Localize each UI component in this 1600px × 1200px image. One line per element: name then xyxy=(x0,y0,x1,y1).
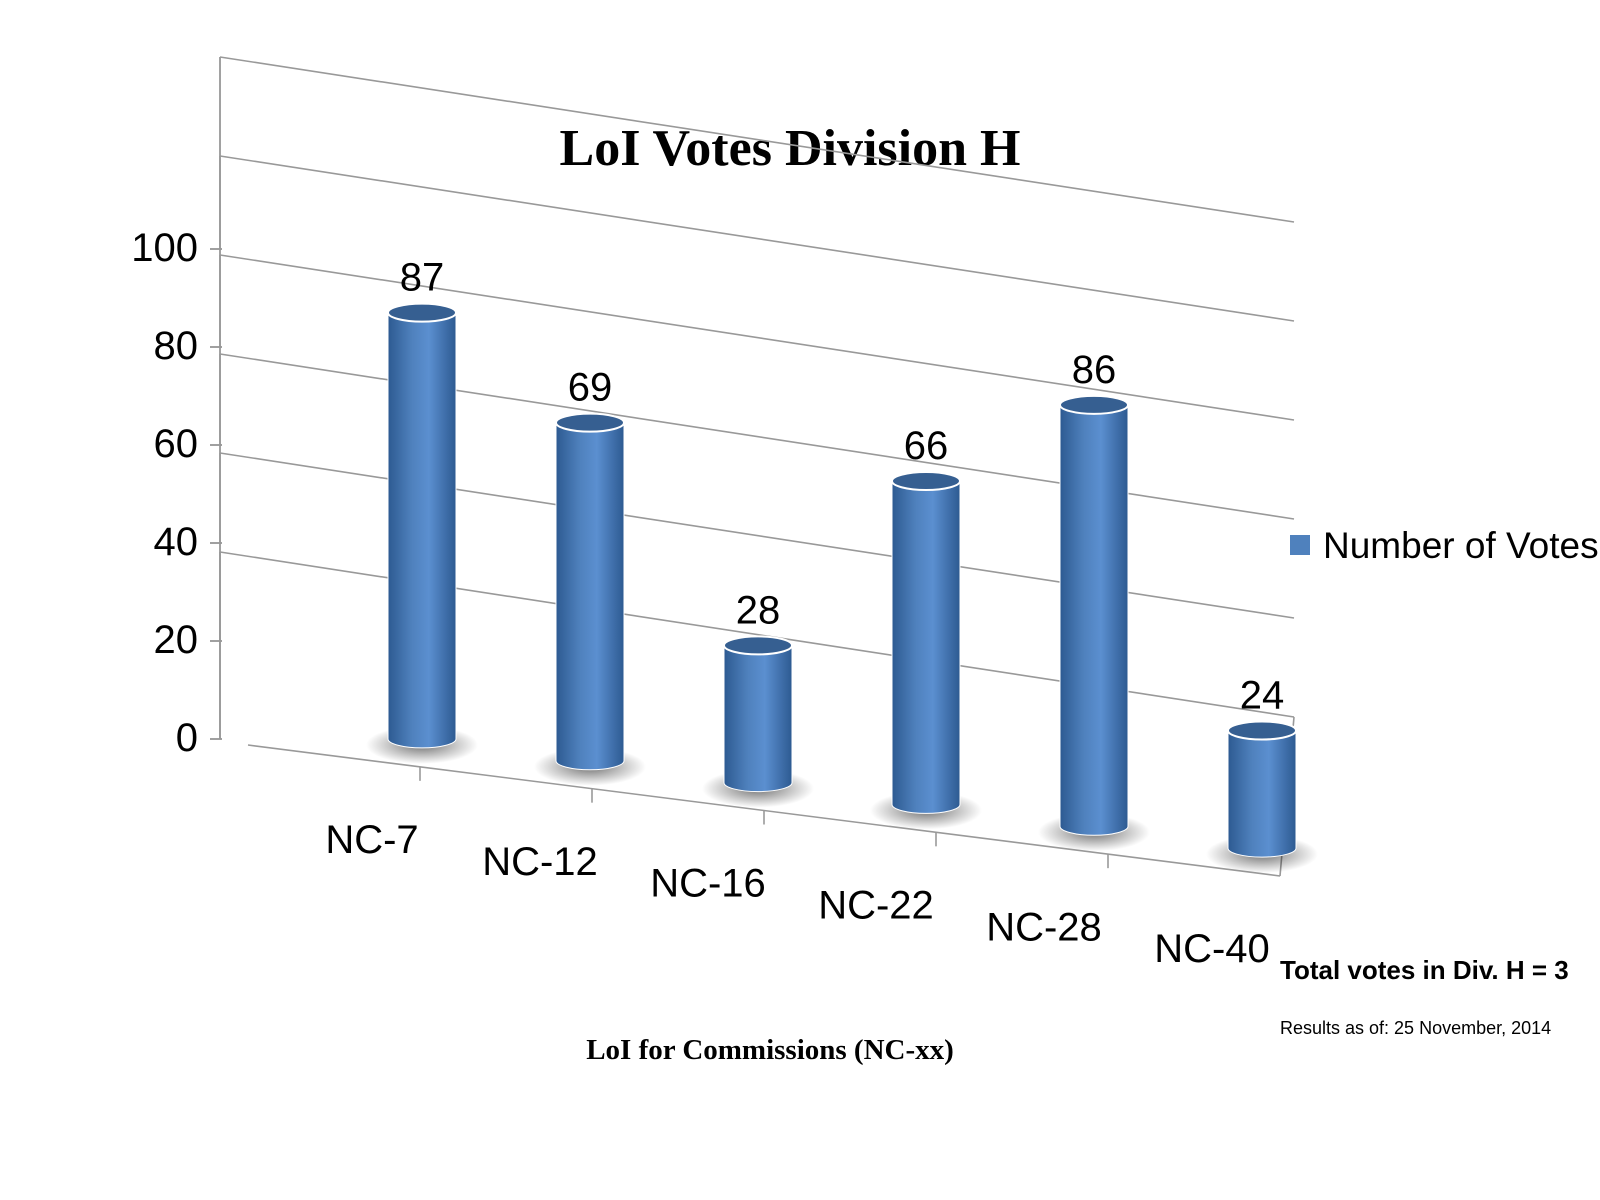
legend-label: Number of Votes xyxy=(1323,525,1599,566)
bar-nc-22 xyxy=(891,480,961,814)
data-label: 69 xyxy=(568,366,613,410)
data-labels: 87 69 28 66 86 24 xyxy=(400,256,1285,718)
y-tick-label: 80 xyxy=(154,324,199,368)
bar-top xyxy=(555,412,625,433)
y-tick-label: 20 xyxy=(154,618,199,662)
bar-nc-7 xyxy=(387,312,457,749)
x-tick-labels: NC-7 NC-12 NC-16 NC-22 NC-28 NC-40 xyxy=(325,818,1269,971)
results-date-note: Results as of: 25 November, 2014 xyxy=(1280,1018,1551,1038)
gridline-back xyxy=(219,155,1295,322)
data-label: 87 xyxy=(400,256,445,300)
bar-nc-40 xyxy=(1227,729,1297,858)
x-axis-title: LoI for Commissions (NC-xx) xyxy=(586,1034,954,1066)
gridline-back xyxy=(219,254,1295,421)
bar-top xyxy=(1227,720,1297,741)
y-tick-label: 60 xyxy=(154,422,199,466)
gridline-back xyxy=(219,353,1295,520)
bar-nc-28 xyxy=(1059,404,1129,836)
bar-top xyxy=(1059,394,1129,415)
x-tick-label: NC-28 xyxy=(986,905,1102,949)
bars xyxy=(366,302,1318,874)
y-tick-label: 0 xyxy=(176,716,198,760)
data-label: 24 xyxy=(1240,673,1285,717)
bar-top xyxy=(891,471,961,492)
bar-nc-12 xyxy=(555,422,625,771)
data-label: 66 xyxy=(904,424,949,468)
bar-top xyxy=(387,302,457,323)
bar-nc-16 xyxy=(723,644,793,793)
x-tick-label: NC-40 xyxy=(1154,927,1270,971)
x-tick-label: NC-16 xyxy=(650,862,766,906)
x-tick-label: NC-7 xyxy=(325,818,418,862)
y-tick-label: 100 xyxy=(131,226,198,270)
x-tick-label: NC-12 xyxy=(482,840,598,884)
bar-top xyxy=(723,635,793,656)
data-label: 28 xyxy=(736,588,781,632)
chart-title: LoI Votes Division H xyxy=(560,120,1021,177)
y-tick-label: 40 xyxy=(154,520,199,564)
data-label: 86 xyxy=(1072,348,1117,392)
gridline-back xyxy=(219,56,1295,223)
x-tick-label: NC-22 xyxy=(818,883,934,927)
legend-swatch xyxy=(1290,535,1310,555)
total-votes-note: Total votes in Div. H = 3 xyxy=(1280,955,1569,985)
y-tick-labels: 0 20 40 60 80 100 xyxy=(131,226,198,760)
